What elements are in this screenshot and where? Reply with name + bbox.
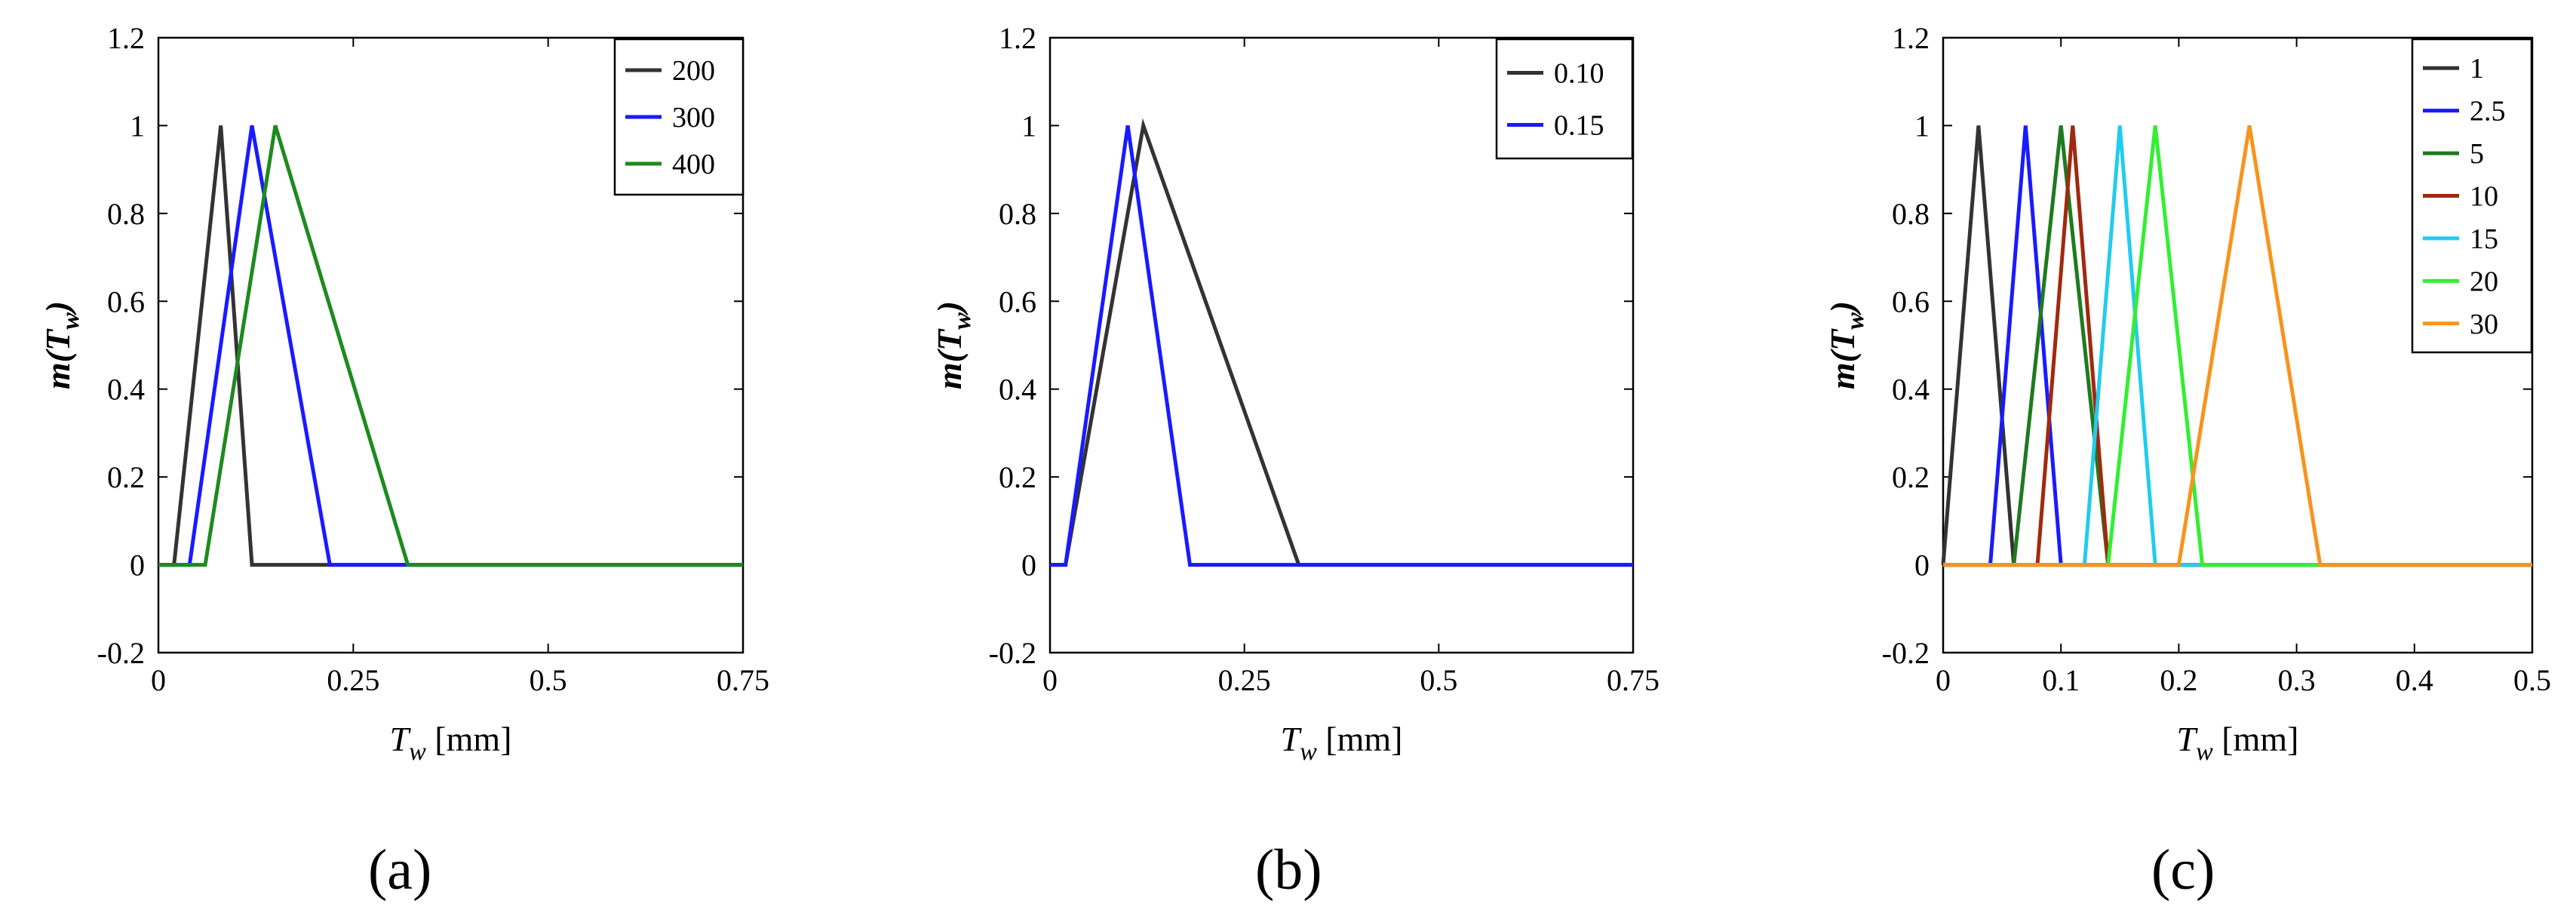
x-tick-label: 0.3 [2278, 663, 2316, 697]
legend-box [1495, 38, 1634, 160]
y-tick-label: 0.8 [999, 197, 1036, 231]
panel-label-b: (b) [1255, 838, 1322, 902]
y-tick-label: -0.2 [1882, 636, 1930, 670]
x-tick-label: 0.25 [1218, 663, 1271, 697]
y-axis-label: m(Tw) [1823, 301, 1869, 389]
legend-label: 5 [2470, 138, 2484, 170]
y-tick-label: 1 [1021, 109, 1036, 143]
series-line-0.15 [1050, 125, 1633, 567]
panel-label-a: (a) [368, 838, 432, 902]
y-tick-label: 0 [1021, 549, 1036, 582]
legend-b: 0.10 0.15 [1495, 38, 1634, 160]
legend-label: 10 [2470, 181, 2498, 213]
legend-label: 20 [2470, 266, 2498, 297]
y-tick-label: -0.2 [989, 636, 1036, 670]
legend-label: 0.15 [1554, 110, 1604, 142]
y-tick-label: 0.4 [999, 373, 1036, 407]
legend-label: 15 [2470, 223, 2498, 255]
legend-label: 300 [672, 102, 715, 134]
y-tick-label: 1.2 [107, 21, 145, 55]
y-tick-label: 1 [130, 109, 145, 143]
x-axis-label: Tw [mm] [1281, 720, 1403, 766]
legend-label: 400 [672, 149, 715, 180]
x-tick-label: 0 [151, 663, 166, 697]
plot-frame [157, 36, 745, 654]
series-line-30 [1943, 125, 2532, 567]
legend-label: 30 [2470, 309, 2498, 340]
legend-c: 1 2.5 5 10 15 20 30 [2411, 38, 2533, 354]
legend-label: 0.10 [1554, 58, 1604, 90]
x-tick-label: 0.5 [2513, 663, 2551, 697]
y-tick-label: 0.4 [107, 373, 145, 407]
y-tick-label: 0.4 [1892, 373, 1930, 407]
y-axis-label: m(Tw) [930, 301, 976, 389]
y-tick-label: 0 [1914, 549, 1930, 582]
y-tick-label: 1.2 [999, 21, 1036, 55]
x-tick-label: 0.2 [2160, 663, 2197, 697]
legend-label: 1 [2470, 53, 2484, 85]
y-tick-label: 0.6 [107, 284, 145, 318]
x-tick-label: 0.25 [327, 663, 379, 697]
y-tick-label: 1.2 [1892, 21, 1930, 55]
x-tick-label: 0.5 [530, 663, 567, 697]
y-tick-label: 0.8 [1892, 197, 1930, 231]
x-tick-label: 0.1 [2042, 663, 2080, 697]
y-tick-label: 1 [1914, 109, 1930, 143]
x-tick-label: 0 [1936, 663, 1951, 697]
x-axis-label: Tw [mm] [2177, 720, 2299, 766]
y-tick-label: 0.6 [1892, 284, 1930, 318]
y-tick-label: 0.2 [999, 460, 1036, 494]
legend-label: 2.5 [2470, 96, 2506, 128]
y-tick-label: 0.8 [107, 197, 145, 231]
legend-label: 200 [672, 55, 715, 87]
x-tick-label: 0.4 [2396, 663, 2433, 697]
x-axis-label: Tw [mm] [390, 720, 512, 766]
x-tick-label: 0.75 [1607, 663, 1660, 697]
y-axis-label: m(Tw) [38, 301, 84, 389]
panel-label-c: (c) [2151, 838, 2215, 902]
y-tick-label: 0 [130, 549, 145, 582]
y-tick-label: 0.2 [107, 460, 145, 494]
x-tick-label: 0.75 [717, 663, 769, 697]
legend-a: 200 300 400 [613, 38, 745, 196]
y-tick-label: 0.6 [999, 284, 1036, 318]
y-tick-label: -0.2 [97, 636, 145, 670]
x-tick-label: 0 [1042, 663, 1058, 697]
plot-frame [1049, 36, 1635, 654]
y-tick-label: 0.2 [1892, 460, 1930, 494]
series-line-400 [158, 124, 743, 567]
x-tick-label: 0.5 [1420, 663, 1457, 697]
